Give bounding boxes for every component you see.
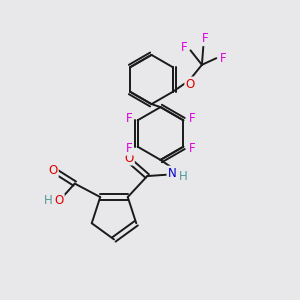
Text: H: H <box>178 170 187 184</box>
Text: F: F <box>188 142 195 155</box>
Text: F: F <box>181 41 187 54</box>
Text: H: H <box>44 194 53 207</box>
Text: O: O <box>124 152 134 165</box>
Text: F: F <box>126 112 133 125</box>
Text: O: O <box>55 194 64 208</box>
Text: O: O <box>49 164 58 177</box>
Text: F: F <box>126 142 133 155</box>
Text: O: O <box>185 77 194 91</box>
Text: F: F <box>202 32 208 45</box>
Text: F: F <box>220 52 226 65</box>
Text: N: N <box>167 167 176 180</box>
Text: F: F <box>188 112 195 125</box>
